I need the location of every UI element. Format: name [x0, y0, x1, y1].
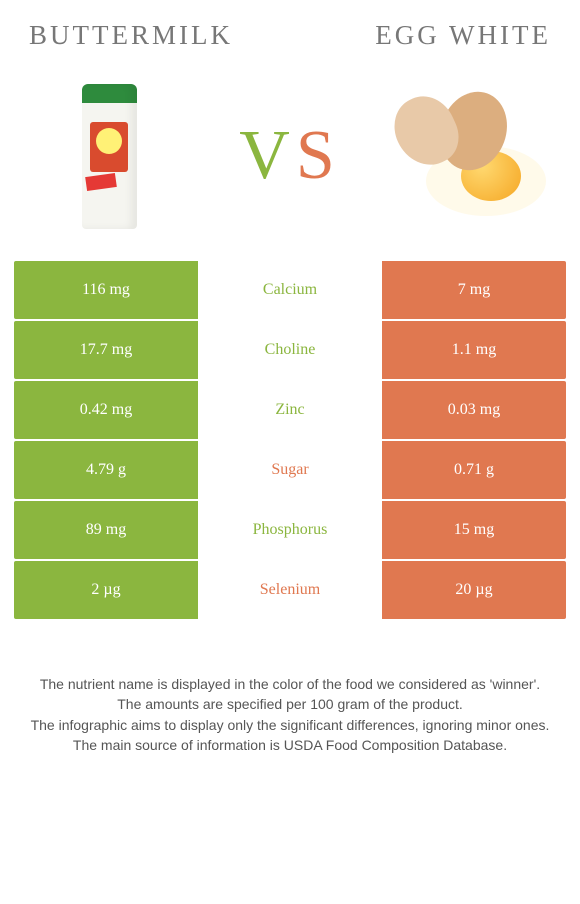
- nutrient-name: Selenium: [198, 561, 382, 619]
- left-food-title: Buttermilk: [29, 20, 233, 51]
- nutrient-row: 0.42 mgZinc0.03 mg: [14, 381, 566, 439]
- nutrient-name: Phosphorus: [198, 501, 382, 559]
- milk-carton-icon: [82, 84, 137, 229]
- nutrient-name: Sugar: [198, 441, 382, 499]
- nutrient-right-value: 0.03 mg: [382, 381, 566, 439]
- nutrient-right-value: 15 mg: [382, 501, 566, 559]
- nutrient-right-value: 20 µg: [382, 561, 566, 619]
- nutrient-left-value: 17.7 mg: [14, 321, 198, 379]
- nutrient-left-value: 116 mg: [14, 261, 198, 319]
- images-row: VS: [14, 61, 566, 261]
- nutrient-right-value: 0.71 g: [382, 441, 566, 499]
- footer-line: The amounts are specified per 100 gram o…: [19, 694, 561, 714]
- nutrient-name: Zinc: [198, 381, 382, 439]
- footer-line: The main source of information is USDA F…: [19, 735, 561, 755]
- egg-icon: [391, 91, 551, 221]
- footer-notes: The nutrient name is displayed in the co…: [14, 674, 566, 755]
- nutrient-row: 17.7 mgCholine1.1 mg: [14, 321, 566, 379]
- nutrient-row: 89 mgPhosphorus15 mg: [14, 501, 566, 559]
- vs-v: V: [239, 117, 296, 194]
- footer-line: The infographic aims to display only the…: [19, 715, 561, 735]
- nutrient-left-value: 2 µg: [14, 561, 198, 619]
- nutrient-left-value: 89 mg: [14, 501, 198, 559]
- vs-s: S: [296, 117, 341, 194]
- nutrient-left-value: 0.42 mg: [14, 381, 198, 439]
- nutrient-name: Calcium: [198, 261, 382, 319]
- nutrient-left-value: 4.79 g: [14, 441, 198, 499]
- buttermilk-image: [24, 71, 194, 241]
- nutrient-table: 116 mgCalcium7 mg17.7 mgCholine1.1 mg0.4…: [14, 261, 566, 619]
- egg-white-image: [386, 71, 556, 241]
- header: Buttermilk Egg white: [14, 20, 566, 61]
- footer-line: The nutrient name is displayed in the co…: [19, 674, 561, 694]
- right-food-title: Egg white: [375, 20, 551, 51]
- vs-label: VS: [239, 116, 341, 196]
- nutrient-row: 116 mgCalcium7 mg: [14, 261, 566, 319]
- nutrient-name: Choline: [198, 321, 382, 379]
- nutrient-right-value: 1.1 mg: [382, 321, 566, 379]
- nutrient-row: 4.79 gSugar0.71 g: [14, 441, 566, 499]
- nutrient-right-value: 7 mg: [382, 261, 566, 319]
- nutrient-row: 2 µgSelenium20 µg: [14, 561, 566, 619]
